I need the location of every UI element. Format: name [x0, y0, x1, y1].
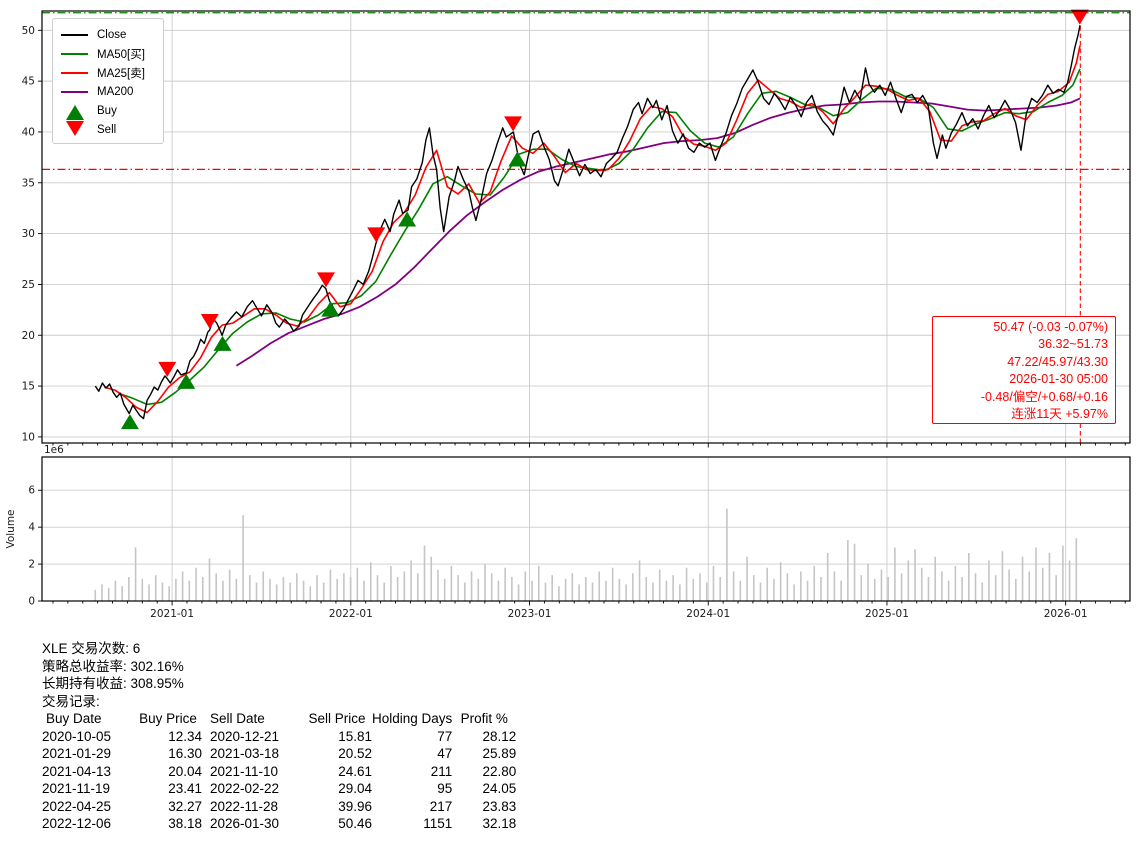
- trade-row: 2021-01-29 16.30 2021-03-18 20.52 47 25.…: [42, 746, 517, 761]
- stats-trade-count: XLE 交易次数: 6: [42, 641, 141, 656]
- trades-table: Buy Date Buy Price Sell Date Sell Price …: [42, 710, 516, 833]
- stats-total-return: 策略总收益率: 302.16%: [42, 658, 184, 674]
- stats-hold-return: 长期持有收益: 308.95%: [42, 676, 184, 691]
- strategy-stats: XLE 交易次数: 6 策略总收益率: 302.16% 长期持有收益: 308.…: [42, 640, 516, 833]
- legend-label: MA25[卖]: [97, 67, 145, 80]
- col-profit: Profit %: [460, 711, 508, 726]
- annotation-ma-line: 47.22/45.97/43.30: [1007, 354, 1108, 369]
- annotation-streak-line: 连涨11天 +5.97%: [1011, 407, 1108, 422]
- col-days: Holding Days: [372, 711, 453, 726]
- col-sell-date: Sell Date: [210, 711, 265, 726]
- svg-text:30: 30: [22, 228, 35, 240]
- sell-triangle-icon: [61, 120, 88, 136]
- svg-text:10: 10: [22, 431, 35, 443]
- legend-item-close: Close: [61, 25, 155, 44]
- svg-text:20: 20: [22, 330, 35, 342]
- volume-offset-label: 1e6: [44, 444, 64, 456]
- col-buy-date: Buy Date: [46, 711, 102, 726]
- col-sell-price: Sell Price: [308, 711, 366, 726]
- ma25-line-swatch: [61, 71, 88, 74]
- trades-header-row: Buy Date Buy Price Sell Date Sell Price …: [42, 710, 516, 728]
- trade-row: 2022-12-06 38.18 2026-01-30 50.46 1151 3…: [42, 816, 517, 831]
- volume-axis-label: Volume: [5, 509, 17, 548]
- svg-text:15: 15: [22, 381, 35, 393]
- gridlines: [42, 11, 1130, 601]
- volume-bars: [94, 508, 1078, 601]
- x-tick-label: 2022-01: [329, 608, 373, 620]
- legend-item-ma50: MA50[买]: [61, 44, 155, 63]
- annotation-price-line: 50.47 (-0.03 -0.07%): [993, 320, 1108, 334]
- legend-label: MA50[买]: [97, 48, 145, 61]
- sell-markers: [158, 9, 1089, 377]
- legend-label: Close: [97, 28, 127, 41]
- legend-item-ma200: MA200: [61, 82, 155, 101]
- svg-text:4: 4: [28, 522, 35, 534]
- stats-records-title: 交易记录:: [42, 693, 100, 709]
- x-tick-label: 2024-01: [686, 608, 730, 620]
- legend-item-sell: Sell: [61, 120, 155, 139]
- svg-text:40: 40: [22, 126, 35, 138]
- col-buy-price: Buy Price: [139, 711, 197, 726]
- annotation-bias-line: -0.48/偏空/+0.68/+0.16: [980, 389, 1108, 404]
- ma50-line-swatch: [61, 52, 88, 55]
- legend-label: Sell: [97, 123, 117, 136]
- trade-row: 2022-04-25 32.27 2022-11-28 39.96 217 23…: [42, 798, 517, 814]
- svg-text:35: 35: [22, 177, 35, 189]
- axis-labels: 10 15 20 25 30 35 40 45 50 0 2 4 6 2021-01 2022-01 2023…: [5, 25, 1088, 620]
- x-tick-label: 2023-01: [508, 608, 552, 620]
- svg-text:2: 2: [28, 559, 35, 571]
- tick-marks: [38, 29, 1126, 606]
- ma200-line-swatch: [61, 90, 88, 93]
- annotation-range-line: 36.32~51.73: [1038, 337, 1108, 352]
- svg-text:50: 50: [22, 25, 35, 37]
- x-tick-label: 2025-01: [865, 608, 909, 620]
- chart-legend: Close MA50[买] MA25[卖] MA200 Buy Sell: [52, 18, 164, 144]
- buy-markers: [120, 151, 527, 430]
- close-line-swatch: [61, 33, 88, 36]
- quote-annotation-box: 50.47 (-0.03 -0.07%) 36.32~51.73 47.22/4…: [932, 316, 1116, 424]
- legend-label: MA200: [97, 85, 134, 98]
- svg-text:6: 6: [28, 485, 35, 497]
- x-tick-label: 2026-01: [1044, 608, 1088, 620]
- legend-item-ma25: MA25[卖]: [61, 63, 155, 82]
- svg-text:0: 0: [28, 596, 35, 608]
- trade-row: 2020-10-05 12.34 2020-12-21 15.81 77 28.…: [42, 728, 517, 744]
- legend-label: Buy: [97, 104, 117, 117]
- svg-text:25: 25: [22, 279, 35, 291]
- ma25-line: [103, 45, 1081, 414]
- trade-row: 2021-04-13 20.04 2021-11-10 24.61 211 22…: [42, 763, 517, 779]
- x-tick-label: 2021-01: [150, 608, 194, 620]
- trade-row: 2021-11-19 23.41 2022-02-22 29.04 95 24.…: [42, 781, 517, 796]
- buy-triangle-icon: [61, 104, 88, 120]
- annotation-date-line: 2026-01-30 05:00: [1009, 372, 1108, 387]
- ma200-line: [235, 97, 1081, 367]
- svg-text:45: 45: [22, 76, 35, 88]
- close-line: [94, 25, 1081, 420]
- legend-item-buy: Buy: [61, 101, 155, 120]
